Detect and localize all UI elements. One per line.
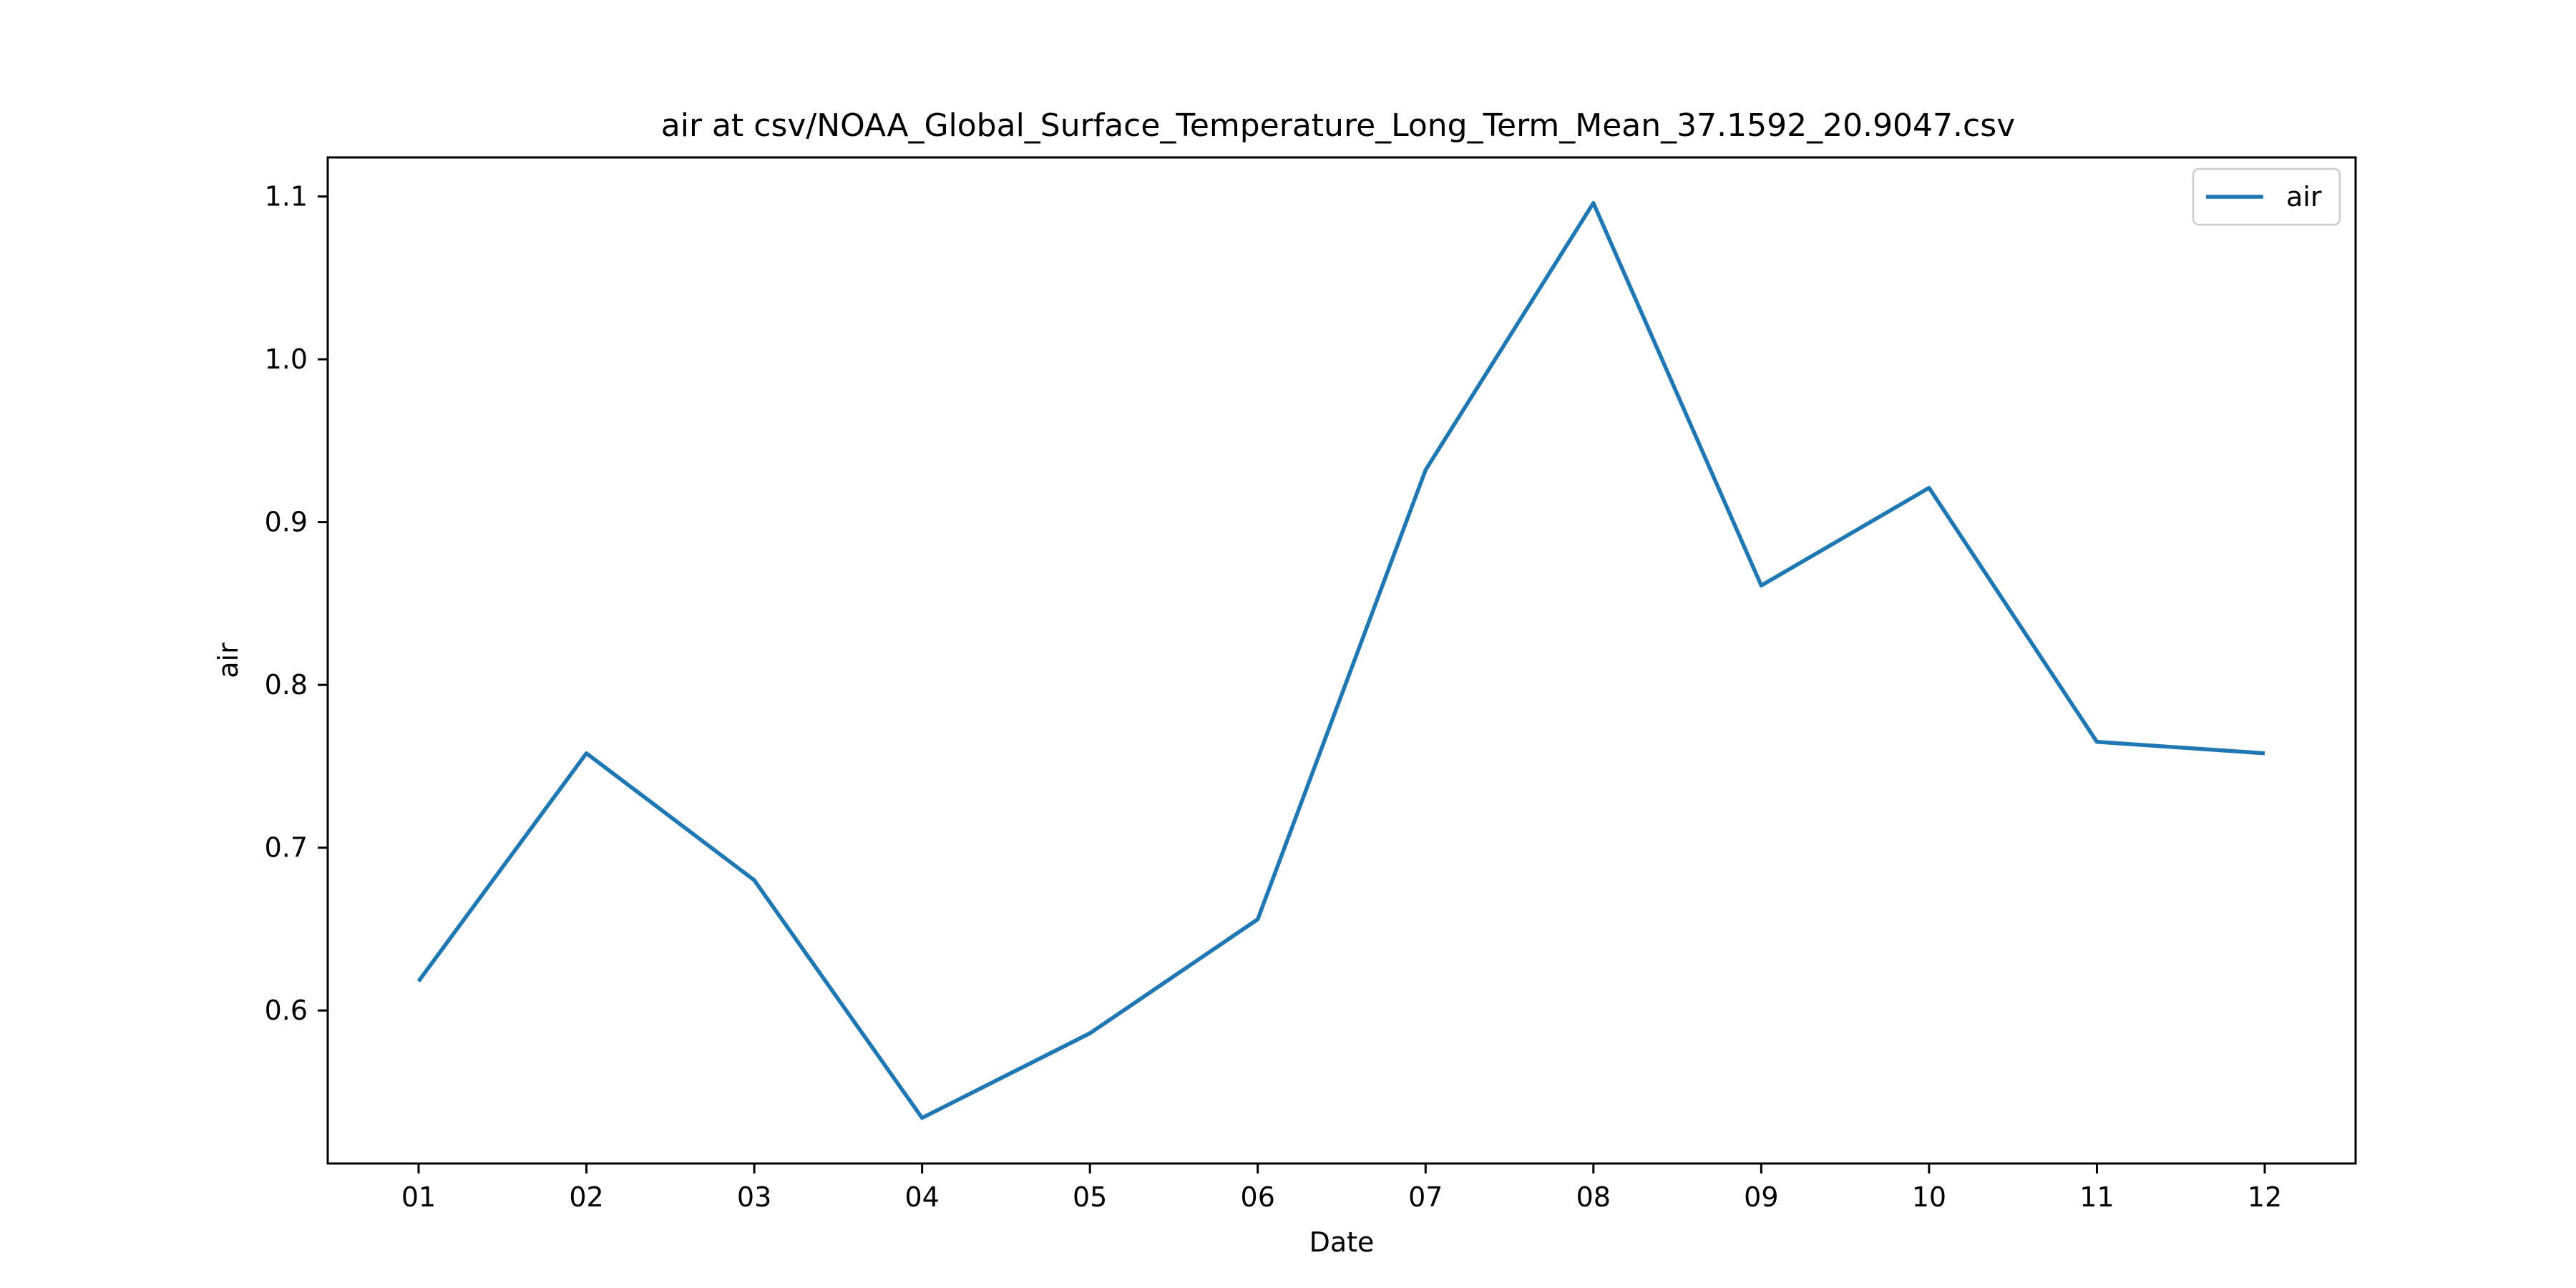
- x-tick-label: 01: [401, 1181, 436, 1213]
- x-axis-label: Date: [1309, 1226, 1375, 1258]
- x-tick-label: 03: [737, 1181, 771, 1213]
- x-tick-label: 09: [1744, 1181, 1778, 1213]
- x-tick-label: 12: [2248, 1181, 2282, 1213]
- x-tick-label: 10: [1912, 1181, 1946, 1213]
- y-axis-ticks: 0.6 0.7 0.8 0.9 1.0 1.1: [265, 181, 328, 1026]
- x-axis-ticks: 01 02 03 04 05 06 07 08 09 10 11 12: [401, 1163, 2282, 1213]
- series-lines: [416, 200, 2265, 1121]
- y-tick-label: 0.6: [265, 995, 308, 1026]
- x-tick-label: 02: [569, 1181, 603, 1213]
- x-tick-label: 05: [1073, 1181, 1107, 1213]
- y-tick-label: 0.8: [265, 669, 308, 701]
- x-tick-label: 06: [1241, 1181, 1275, 1213]
- y-tick-label: 0.9: [265, 507, 308, 538]
- plot-frame: [326, 156, 2357, 1165]
- y-axis-label: air: [213, 643, 244, 678]
- chart-title: air at csv/NOAA_Global_Surface_Temperatu…: [661, 107, 2015, 144]
- y-tick-label: 1.0: [265, 343, 308, 375]
- y-tick-label: 1.1: [265, 181, 308, 213]
- y-tick-label: 0.7: [265, 832, 308, 864]
- legend: air: [2192, 167, 2341, 226]
- legend-box: [2192, 167, 2341, 226]
- x-tick-label: 07: [1408, 1181, 1443, 1213]
- x-tick-label: 11: [2079, 1181, 2114, 1213]
- x-tick-label: 04: [904, 1181, 939, 1213]
- series-line-air: [416, 200, 2265, 1121]
- legend-label-air: air: [2286, 181, 2322, 213]
- x-tick-label: 08: [1576, 1181, 1611, 1213]
